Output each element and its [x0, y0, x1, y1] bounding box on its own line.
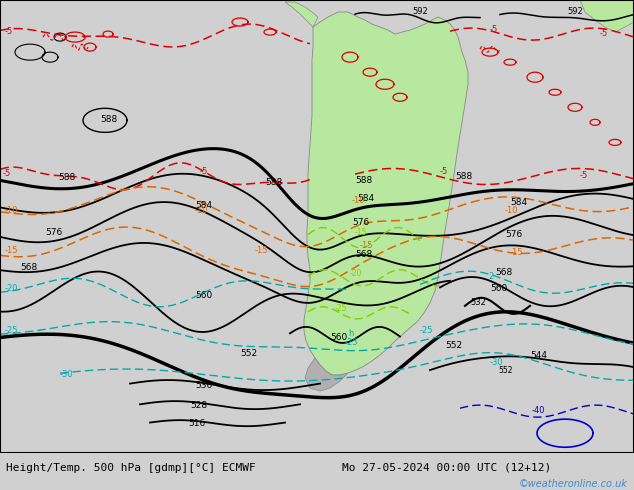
Text: -40: -40: [532, 406, 545, 415]
Text: -10: -10: [352, 196, 365, 204]
Text: 584: 584: [357, 194, 374, 202]
Text: 576: 576: [352, 218, 369, 226]
Text: -5: -5: [490, 25, 498, 34]
Text: 588: 588: [355, 175, 372, 185]
Text: 588: 588: [100, 115, 117, 124]
Text: -20: -20: [350, 269, 363, 278]
Text: 536: 536: [195, 381, 212, 390]
Text: -25: -25: [335, 304, 347, 313]
Text: 584: 584: [510, 197, 527, 207]
Text: -10: -10: [5, 206, 18, 215]
Text: -20: -20: [5, 284, 18, 293]
Text: 576: 576: [45, 228, 62, 237]
Text: -5: -5: [200, 168, 208, 176]
Text: -5: -5: [600, 29, 608, 38]
Text: Mo 27-05-2024 00:00 UTC (12+12): Mo 27-05-2024 00:00 UTC (12+12): [342, 463, 552, 473]
Text: 588: 588: [455, 172, 472, 181]
Text: 528: 528: [190, 401, 207, 410]
Text: -10: -10: [505, 206, 519, 215]
Text: 2: 2: [488, 272, 493, 281]
Text: 516: 516: [188, 419, 205, 428]
Text: -5: -5: [3, 170, 11, 178]
Text: -25: -25: [420, 326, 434, 335]
Text: -5: -5: [5, 27, 13, 36]
Text: 544: 544: [530, 351, 547, 360]
Text: 576: 576: [505, 230, 522, 239]
Text: ©weatheronline.co.uk: ©weatheronline.co.uk: [519, 480, 628, 490]
Text: Height/Temp. 500 hPa [gdmp][°C] ECMWF: Height/Temp. 500 hPa [gdmp][°C] ECMWF: [6, 463, 256, 473]
Text: -15: -15: [5, 245, 18, 255]
Text: -15: -15: [355, 228, 367, 237]
Text: 588: 588: [58, 173, 75, 182]
Text: 592: 592: [412, 7, 428, 16]
Text: 568: 568: [495, 268, 512, 277]
Text: 588: 588: [265, 177, 282, 187]
Text: 560: 560: [490, 284, 507, 293]
Polygon shape: [304, 12, 468, 375]
Text: -15: -15: [255, 245, 269, 255]
Text: 552: 552: [445, 341, 462, 350]
Text: 560: 560: [330, 333, 347, 342]
Text: 532: 532: [470, 298, 486, 307]
Text: h: h: [348, 329, 353, 338]
Text: 560: 560: [195, 291, 212, 300]
Text: -15: -15: [360, 241, 373, 250]
Text: -30: -30: [490, 358, 503, 367]
Text: 552: 552: [498, 366, 512, 375]
Text: -5: -5: [440, 168, 448, 176]
Polygon shape: [285, 2, 318, 27]
Text: -25: -25: [5, 326, 18, 335]
Text: -5: -5: [580, 172, 588, 180]
Text: -15: -15: [510, 248, 524, 257]
Polygon shape: [580, 0, 634, 32]
Text: -25: -25: [345, 338, 358, 347]
Text: 592: 592: [567, 7, 583, 16]
Text: -10: -10: [195, 206, 209, 215]
Text: 568: 568: [355, 250, 372, 259]
Text: 552: 552: [240, 349, 257, 358]
Text: -30: -30: [60, 370, 74, 379]
Text: 584: 584: [195, 200, 212, 210]
Polygon shape: [305, 358, 348, 391]
Text: 568: 568: [20, 263, 37, 272]
